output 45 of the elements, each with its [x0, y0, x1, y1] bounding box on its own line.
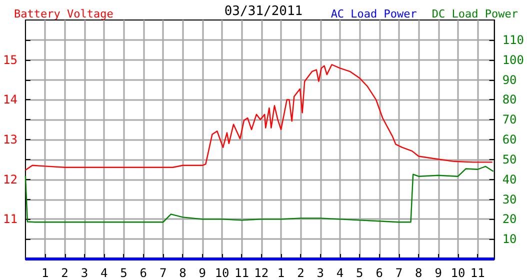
y2-tick-label: 80: [502, 92, 517, 107]
y-tick-label: 11: [2, 212, 18, 226]
y2-tick-label: 70: [502, 112, 517, 127]
text: Battery Voltage: [14, 8, 114, 20]
text: AC Load Power: [330, 8, 418, 20]
x-tick-label: 10: [214, 266, 230, 280]
x-tick-label: 4: [336, 266, 344, 280]
x-tick-label: 5: [356, 266, 364, 280]
x-tick-label: 10: [450, 266, 466, 280]
x-tick-label: 8: [415, 266, 422, 280]
line-series: [24, 166, 494, 223]
chart-title: 03/31/2011: [224, 4, 303, 19]
x-tick-label: 12: [254, 266, 269, 280]
x-tick-label: 3: [80, 266, 88, 280]
y-tick-label: 13: [2, 132, 18, 146]
text: DC Load Power: [432, 8, 518, 20]
x-tick-label: 3: [316, 266, 324, 280]
y-tick-label: 15: [2, 52, 18, 67]
x-tick-label: 7: [395, 266, 403, 280]
x-tick-label: 1: [41, 266, 49, 280]
x-tick-label: 2: [297, 266, 304, 280]
x-tick-label: 6: [376, 266, 383, 280]
y2-tick-label: 50: [502, 152, 517, 166]
y2-tick-label: 30: [502, 192, 517, 206]
x-tick-label: 9: [434, 266, 442, 280]
x-tick-label: 2: [61, 266, 68, 280]
line-series: [24, 64, 493, 171]
x-tick-label: 11: [234, 266, 249, 280]
x-tick-label: 6: [140, 266, 148, 280]
y-tick-label: 14: [2, 92, 18, 107]
x-tick-label: 4: [100, 266, 108, 280]
x-tick-label: 7: [159, 266, 167, 280]
y2-tick-label: 40: [502, 172, 517, 186]
y2-tick-label: 60: [502, 132, 517, 146]
y2-tick-label: 110: [502, 32, 524, 47]
x-tick-label: 8: [179, 266, 186, 280]
y-tick-label: 12: [2, 172, 18, 186]
y2-tick-label: 100: [502, 52, 524, 67]
x-tick-label: 9: [198, 266, 206, 280]
x-tick-label: 11: [470, 266, 485, 280]
x-tick-label: 1: [277, 266, 285, 280]
x-tick-label: 5: [120, 266, 128, 280]
y2-tick-label: 90: [502, 72, 517, 87]
y2-tick-label: 20: [502, 212, 517, 226]
y2-tick-label: 10: [502, 232, 517, 246]
